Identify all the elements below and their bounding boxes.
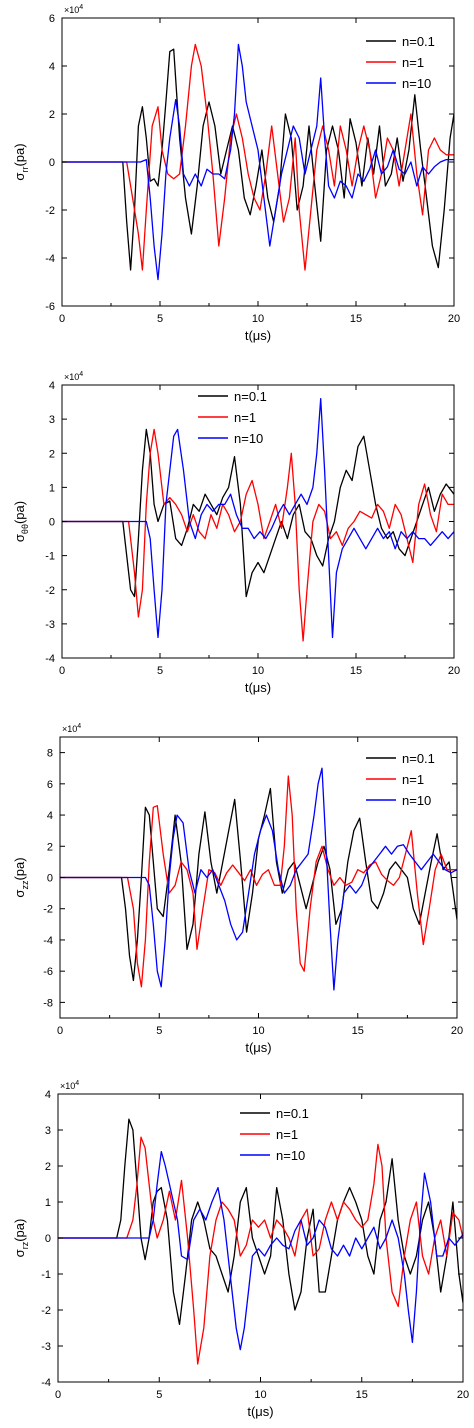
y-tick-label: 1 (45, 1197, 51, 1209)
x-axis-label: t(μs) (245, 328, 271, 343)
series-line-n=0.1 (58, 1118, 463, 1326)
legend-label: n=1 (234, 410, 256, 425)
legend-label: n=1 (276, 1127, 298, 1142)
y-tick-label: 2 (49, 109, 55, 121)
chart-panel-2: 0 5 10 15 20 -4 -3 -2 -1 0 1 2 3 4 ×104 t(μs) σθθ(pa) n=0… (12, 371, 460, 695)
y-tick-label: 2 (49, 448, 55, 460)
series-line-n=10 (58, 1150, 463, 1351)
x-tick-label: 20 (451, 1025, 463, 1037)
y-axis-label: σθθ(pa) (12, 501, 30, 542)
y-tick-label: -1 (41, 1269, 51, 1281)
x-tick-label: 0 (55, 1389, 61, 1401)
y-tick-label: -2 (45, 585, 55, 597)
legend-label: n=10 (234, 431, 263, 446)
y-axis-label: σzz(pa) (12, 857, 30, 897)
x-tick-label: 20 (457, 1389, 469, 1401)
legend: n=0.1 n=1 n=10 (366, 34, 435, 91)
legend-label: n=0.1 (402, 34, 435, 49)
y-multiplier: ×104 (64, 371, 83, 382)
y-tick-label: 8 (47, 748, 53, 760)
y-tick-label: -4 (45, 253, 55, 265)
y-multiplier: ×104 (62, 723, 81, 734)
y-tick-label: 4 (49, 61, 55, 73)
x-tick-label: 10 (252, 1025, 264, 1037)
series-line-n=0.1 (62, 428, 454, 598)
x-tick-label: 15 (350, 665, 362, 677)
legend-label: n=0.1 (234, 389, 267, 404)
y-tick-label: 4 (47, 810, 53, 822)
x-axis-label: t(μs) (245, 680, 271, 695)
y-tick-label: 0 (47, 873, 53, 885)
y-axis-label: σrz(pa) (12, 1219, 30, 1258)
series-line-n=1 (62, 43, 454, 271)
legend: n=0.1 n=1 n=10 (240, 1106, 309, 1163)
series-line-n=1 (58, 1136, 463, 1365)
series-line-n=1 (60, 775, 457, 988)
y-tick-label: -6 (43, 966, 53, 978)
x-tick-label: 10 (252, 313, 264, 325)
legend-label: n=0.1 (276, 1106, 309, 1121)
series-line-n=10 (60, 767, 457, 991)
y-tick-label: -4 (43, 935, 53, 947)
x-tick-label: 15 (350, 313, 362, 325)
x-tick-label: 20 (448, 665, 460, 677)
legend-label: n=10 (402, 793, 431, 808)
y-tick-label: 6 (49, 13, 55, 25)
x-tick-label: 10 (254, 1389, 266, 1401)
legend: n=0.1 n=1 n=10 (366, 751, 435, 808)
y-tick-label: -1 (45, 551, 55, 563)
legend-label: n=0.1 (402, 751, 435, 766)
y-axis-label: σrr(pa) (12, 143, 30, 180)
y-tick-label: -4 (41, 1377, 51, 1389)
y-tick-label: -2 (41, 1305, 51, 1317)
y-tick-label: 0 (49, 517, 55, 529)
x-tick-label: 0 (59, 313, 65, 325)
y-tick-label: 0 (49, 157, 55, 169)
legend: n=0.1 n=1 n=10 (198, 389, 267, 446)
legend-label: n=10 (276, 1148, 305, 1163)
y-tick-label: 2 (47, 841, 53, 853)
y-tick-label: 0 (45, 1233, 51, 1245)
y-tick-label: -6 (45, 301, 55, 313)
y-tick-label: 3 (49, 414, 55, 426)
y-tick-label: -2 (43, 904, 53, 916)
x-axis-label: t(μs) (245, 1040, 271, 1055)
series-line-n=10 (62, 398, 454, 639)
y-tick-label: 6 (47, 779, 53, 791)
chart-panel-3: 0 5 10 15 20 -8 -6 -4 -2 0 2 4 6 8 ×104 t(μs) σzz(pa) n=0… (12, 723, 463, 1055)
x-tick-label: 5 (157, 665, 163, 677)
chart-panel-1: 0 5 10 15 20-6-4-20246×104t(μs)σrr(pa)n=0.1n… (12, 4, 460, 343)
x-tick-label: 15 (356, 1389, 368, 1401)
series-line-n=0.1 (60, 787, 457, 982)
y-tick-label: 2 (45, 1161, 51, 1173)
x-tick-label: 5 (157, 313, 163, 325)
legend-label: n=10 (402, 76, 431, 91)
y-tick-label: -2 (45, 205, 55, 217)
x-tick-label: 10 (252, 665, 264, 677)
series-line-n=10 (62, 43, 454, 281)
x-tick-label: 15 (352, 1025, 364, 1037)
y-tick-label: 1 (49, 482, 55, 494)
y-tick-label: -3 (41, 1341, 51, 1353)
x-tick-label: 5 (156, 1025, 162, 1037)
y-tick-label: -4 (45, 653, 55, 665)
x-tick-label: 0 (57, 1025, 63, 1037)
y-tick-label: 4 (49, 380, 55, 392)
x-tick-label: 20 (448, 313, 460, 325)
y-tick-label: -3 (45, 619, 55, 631)
series-line-n=1 (62, 428, 454, 642)
x-axis-label: t(μs) (247, 1404, 273, 1419)
y-multiplier: ×104 (60, 1080, 79, 1091)
y-tick-label: -8 (43, 997, 53, 1009)
y-tick-label: 4 (45, 1089, 51, 1101)
y-multiplier: ×104 (64, 4, 83, 15)
x-tick-label: 5 (156, 1389, 162, 1401)
legend-label: n=1 (402, 772, 424, 787)
legend-label: n=1 (402, 55, 424, 70)
x-tick-label: 0 (59, 665, 65, 677)
chart-panel-4: 0 5 10 15 20 -4 -3 -2 -1 0 1 2 3 4 ×104 t(μs) σrz(pa) n=0… (12, 1080, 469, 1419)
y-tick-label: 3 (45, 1125, 51, 1137)
